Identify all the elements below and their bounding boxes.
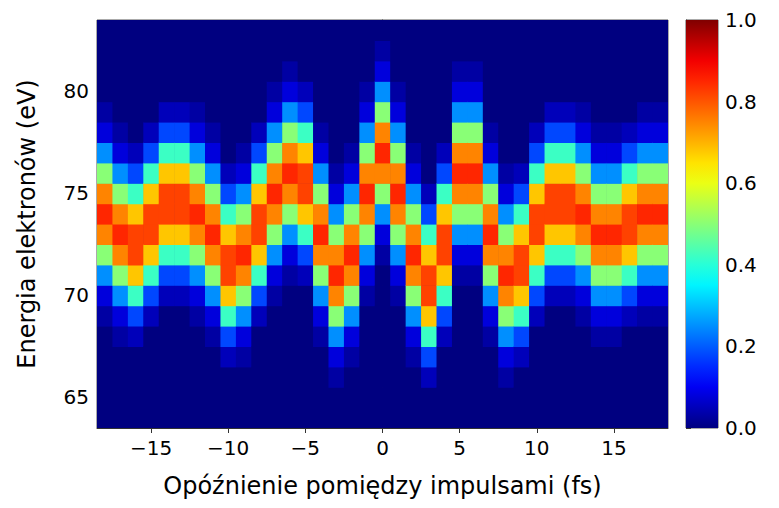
svg-text:−5: −5 — [291, 436, 320, 460]
svg-text:65: 65 — [64, 385, 89, 409]
svg-text:0.0: 0.0 — [725, 416, 757, 440]
svg-text:0.4: 0.4 — [725, 253, 757, 277]
svg-text:Opóźnienie pomiędzy impulsami: Opóźnienie pomiędzy impulsami (fs) — [163, 472, 601, 500]
svg-text:10: 10 — [524, 436, 549, 460]
svg-text:0.2: 0.2 — [725, 334, 757, 358]
svg-text:75: 75 — [64, 181, 89, 205]
svg-text:5: 5 — [453, 436, 466, 460]
svg-text:80: 80 — [64, 79, 89, 103]
svg-text:−10: −10 — [207, 436, 249, 460]
svg-text:0.8: 0.8 — [725, 90, 757, 114]
svg-text:−15: −15 — [130, 436, 172, 460]
svg-text:70: 70 — [64, 283, 89, 307]
svg-text:0.6: 0.6 — [725, 171, 757, 195]
svg-text:1.0: 1.0 — [725, 8, 757, 32]
svg-text:Energia elektronów (eV): Energia elektronów (eV) — [13, 79, 41, 368]
svg-text:0: 0 — [376, 436, 389, 460]
svg-text:15: 15 — [601, 436, 626, 460]
